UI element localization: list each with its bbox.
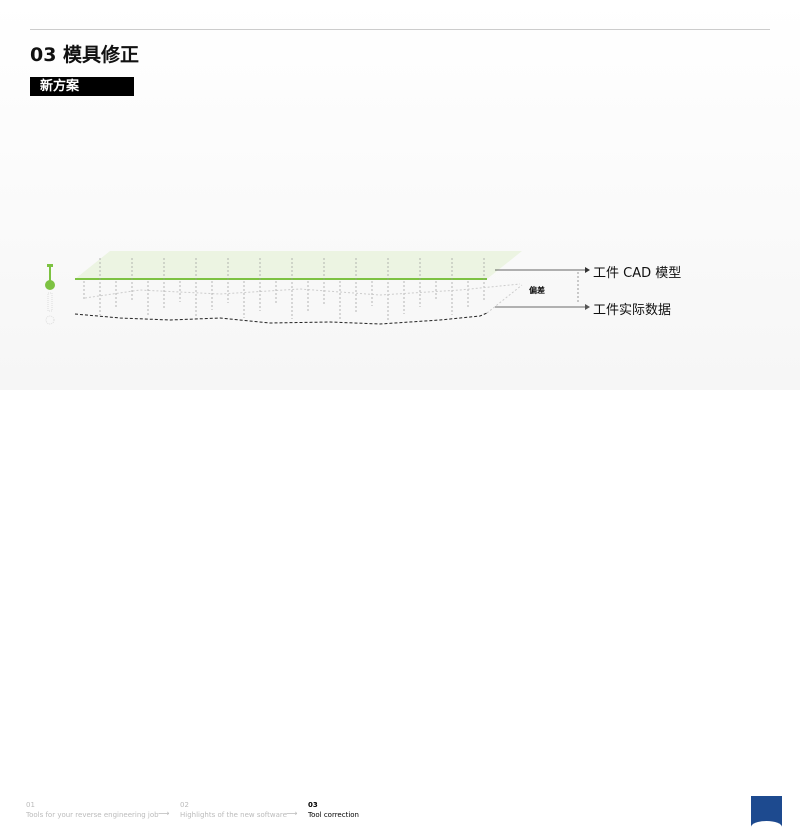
divider <box>30 29 770 30</box>
step-number: 03 <box>308 801 318 809</box>
cad-model-label: 工件 CAD 模型 <box>593 266 682 281</box>
mold-correction-diagram <box>45 251 590 325</box>
arrow-icon: ⟶ <box>158 809 170 818</box>
arrow-icon: ⟶ <box>286 809 298 818</box>
step-label: Tool correction <box>308 811 359 819</box>
slide-content: 03 模具修正 新方案 工件 CAD 模型 工件实际数据 偏差 <box>0 0 800 390</box>
step-number: 02 <box>180 801 189 809</box>
probe-icon <box>45 264 55 290</box>
actual-data-label: 工件实际数据 <box>593 303 672 318</box>
zeiss-logo <box>751 796 782 827</box>
step-label: Tools for your reverse engineering job <box>26 811 159 819</box>
step-label: Highlights of the new software <box>180 811 287 819</box>
step-number: 01 <box>26 801 35 809</box>
page-title: 03 模具修正 <box>30 44 140 66</box>
cad-plane <box>75 251 522 279</box>
step-01[interactable]: 01 Tools for your reverse engineering job <box>26 800 159 820</box>
probe-ghost-icon <box>45 292 55 325</box>
actual-surface-edge <box>74 312 488 325</box>
step-03[interactable]: 03 Tool correction <box>308 800 359 820</box>
actual-back-edge <box>84 283 521 299</box>
footer-nav: 01 Tools for your reverse engineering job… <box>0 390 800 827</box>
step-02[interactable]: 02 Highlights of the new software <box>180 800 287 820</box>
section-badge: 新方案 <box>30 77 134 96</box>
deviation-label: 偏差 <box>529 286 545 295</box>
